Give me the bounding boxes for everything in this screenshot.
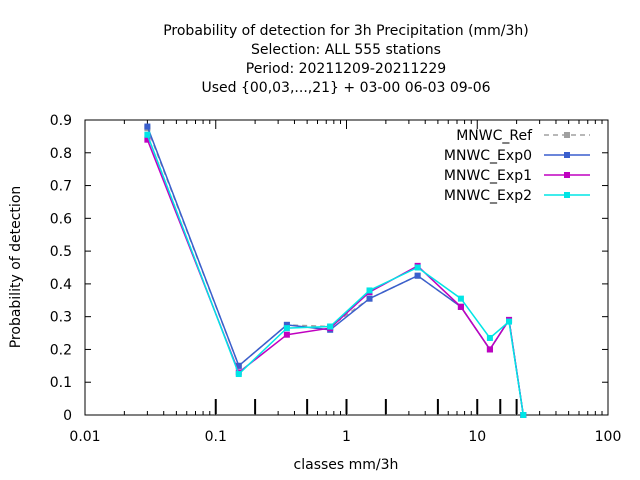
series-line-mnwc-exp2 <box>146 134 525 416</box>
y-axis: 0 0.1 0.2 0.3 0.4 0.5 0.6 0.7 0.8 0.9 <box>50 113 608 424</box>
title-line-4: Used {00,03,...,21} + 03-00 06-03 09-06 <box>201 80 490 96</box>
legend-label: MNWC_Exp0 <box>444 148 532 164</box>
data-point <box>144 123 151 130</box>
series-group <box>144 123 527 418</box>
data-point <box>235 371 242 378</box>
title-line-2: Selection: ALL 555 stations <box>251 42 441 58</box>
data-point <box>327 323 334 330</box>
data-point <box>457 295 464 302</box>
y-tick-label: 0.4 <box>50 277 72 293</box>
legend-label: MNWC_Ref <box>456 128 533 144</box>
y-tick-label: 0.5 <box>50 244 72 260</box>
y-tick-label: 0.2 <box>50 342 72 358</box>
data-point <box>414 272 421 279</box>
y-tick-label: 0.7 <box>50 179 72 195</box>
class-marks <box>214 399 518 414</box>
data-point <box>283 321 290 328</box>
legend: MNWC_Ref MNWC_Exp0 MNWC_Exp1 MNWC_Exp2 <box>444 128 590 204</box>
data-point <box>457 303 464 310</box>
y-tick-label: 0.1 <box>50 375 72 391</box>
x-tick-label: 100 <box>595 429 622 445</box>
y-tick-label: 0.8 <box>50 146 72 162</box>
data-point <box>144 136 151 143</box>
x-axis: 0.01 0.1 1 10 100 <box>69 120 621 445</box>
y-tick-label: 0.6 <box>50 211 72 227</box>
title-line-1: Probability of detection for 3h Precipit… <box>163 23 529 39</box>
legend-marker <box>564 152 570 158</box>
x-tick-label: 1 <box>342 429 351 445</box>
data-point <box>506 318 513 325</box>
legend-label: MNWC_Exp1 <box>444 168 532 184</box>
title-line-3: Period: 20211209-20211229 <box>246 61 446 77</box>
data-point <box>144 131 151 138</box>
x-axis-label: classes mm/3h <box>294 457 399 473</box>
data-point <box>366 287 373 294</box>
y-tick-label: 0 <box>63 408 72 424</box>
data-point <box>366 295 373 302</box>
y-tick-label: 0.3 <box>50 310 72 326</box>
y-axis-label: Probability of detection <box>8 186 24 349</box>
x-tick-label: 10 <box>468 429 486 445</box>
legend-marker <box>564 192 570 198</box>
data-point <box>486 334 493 341</box>
data-point <box>414 264 421 271</box>
x-tick-label: 0.1 <box>205 429 227 445</box>
legend-marker <box>564 172 570 178</box>
data-point <box>283 325 290 332</box>
data-point <box>486 346 493 353</box>
chart-title: Probability of detection for 3h Precipit… <box>163 23 529 96</box>
data-point <box>235 362 242 369</box>
plot-frame <box>84 119 609 416</box>
y-tick-label: 0.9 <box>50 113 72 129</box>
data-point <box>283 331 290 338</box>
data-point <box>520 412 527 418</box>
x-tick-label: 0.01 <box>69 429 100 445</box>
legend-label: MNWC_Exp2 <box>444 188 532 204</box>
legend-marker <box>564 132 570 138</box>
